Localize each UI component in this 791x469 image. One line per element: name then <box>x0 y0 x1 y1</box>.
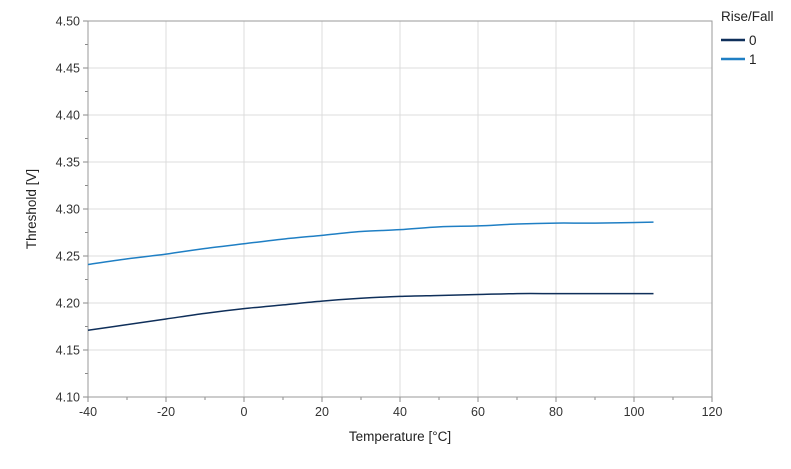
y-tick-label: 4.35 <box>56 156 80 170</box>
x-tick-label: -40 <box>79 405 97 419</box>
x-tick-label: 40 <box>393 405 407 419</box>
grid <box>87 20 713 398</box>
legend: Rise/Fall 0 1 <box>721 9 774 67</box>
series-line-1 <box>87 221 654 266</box>
x-tick-label: 120 <box>702 405 723 419</box>
legend-title: Rise/Fall <box>721 9 774 24</box>
y-tick-label: 4.45 <box>56 62 80 76</box>
x-tick-label: 100 <box>624 405 645 419</box>
y-tick-label: 4.30 <box>56 203 80 217</box>
y-tick-label: 4.40 <box>56 109 80 123</box>
x-tick-label: 60 <box>471 405 485 419</box>
plot-frame <box>87 20 713 398</box>
tick-labels: -40 -20 0 20 40 60 80 100 120 4.10 4.15 4.20 4.25 4.3… <box>56 15 723 420</box>
y-tick-label: 4.15 <box>56 344 80 358</box>
x-tick-label: 20 <box>315 405 329 419</box>
y-tick-label: 4.20 <box>56 297 80 311</box>
series-line-0 <box>87 292 654 332</box>
x-axis-title: Temperature [°C] <box>349 429 451 444</box>
plot-series <box>87 221 654 332</box>
y-tick-label: 4.10 <box>56 391 80 405</box>
x-tick-label: 80 <box>549 405 563 419</box>
legend-label-0: 0 <box>749 33 757 48</box>
axes <box>83 20 713 402</box>
y-tick-label: 4.25 <box>56 250 80 264</box>
y-tick-label: 4.50 <box>56 15 80 29</box>
x-tick-label: 0 <box>241 405 248 419</box>
legend-label-1: 1 <box>749 52 757 67</box>
y-axis-title: Threshold [V] <box>24 169 39 249</box>
x-tick-label: -20 <box>157 405 175 419</box>
